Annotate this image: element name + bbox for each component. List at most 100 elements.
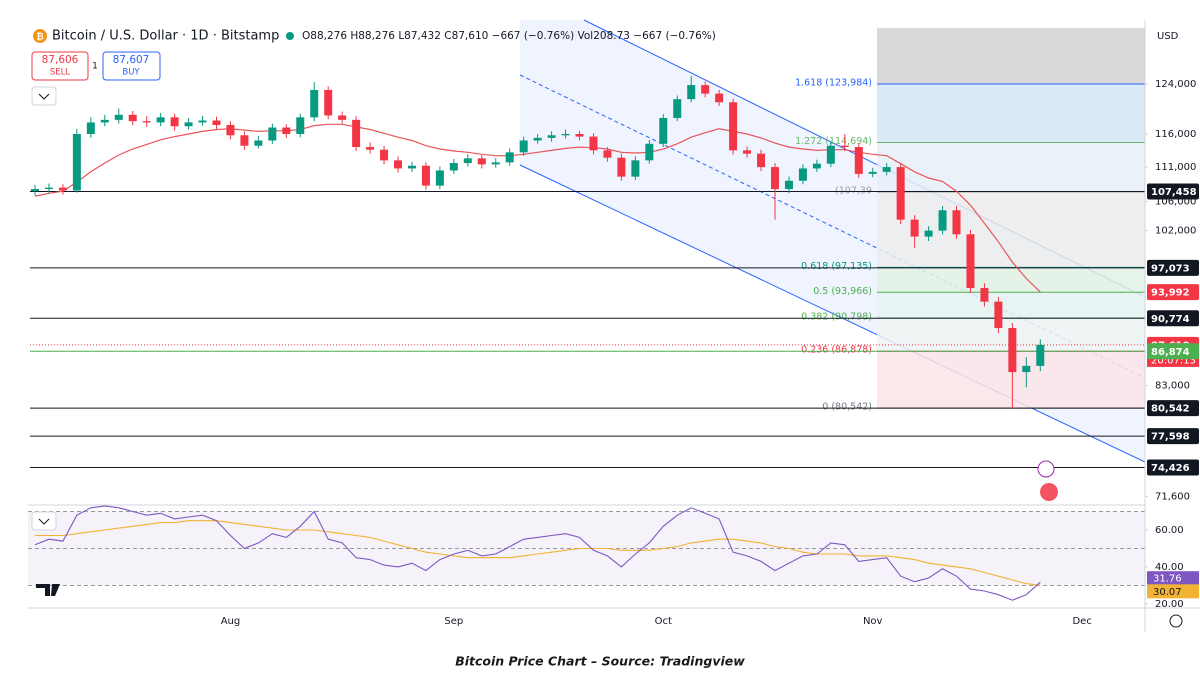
fib-label: 0.5 (93,966) (813, 286, 872, 297)
sell-button[interactable] (31, 51, 89, 81)
candle-body (198, 120, 207, 123)
candle-body (114, 114, 123, 120)
candle-body (729, 102, 738, 151)
candle-body (575, 133, 584, 137)
sell-label: SELL (50, 68, 71, 78)
candle-body (547, 135, 556, 138)
rsi-tick-label: 60.00 (1155, 525, 1184, 536)
collapse-icon (38, 93, 50, 100)
y-tick-label: 124,000 (1155, 79, 1196, 90)
candle-body (30, 189, 39, 192)
candle-body (882, 167, 891, 172)
fib-label: 0.618 (97,135) (801, 261, 872, 272)
candle-body (324, 89, 333, 116)
candle-body (226, 124, 235, 136)
quantity: 1 (92, 62, 98, 72)
buy-price: 87,607 (113, 54, 150, 66)
rsi-value-tag-bg (1147, 571, 1199, 586)
x-tick-label: Sep (444, 616, 463, 627)
candle-body (798, 168, 807, 181)
level-tag-bg (1147, 183, 1199, 200)
candle-body (966, 234, 975, 289)
x-tick-label: Aug (221, 616, 241, 627)
fib-zone (877, 292, 1145, 319)
bitcoin-icon (33, 29, 47, 43)
fib-zone (877, 142, 1145, 192)
rsi-value-tag: 30.07 (1153, 587, 1182, 598)
candle-body (784, 180, 793, 190)
level-tag-bg (1147, 400, 1199, 417)
candle-body (394, 160, 403, 169)
buy-button[interactable] (102, 51, 161, 81)
candle-body (310, 89, 319, 118)
candle-body (757, 153, 766, 168)
fib-label: 0.382 (90,798) (801, 312, 872, 323)
candle-body (673, 99, 682, 118)
candle-body (715, 93, 724, 103)
collapse-button[interactable] (31, 86, 57, 106)
y-tick-label: 83,000 (1155, 381, 1190, 392)
chart-layer: 1.618 (123,984) 1.272 (114,694) (107,39 0.6… (28, 28, 1199, 627)
candle-body (366, 147, 375, 150)
candle-body (254, 140, 263, 146)
fib-zone (877, 83, 1145, 143)
event-icon[interactable] (1037, 460, 1055, 478)
candle-body (380, 149, 389, 161)
fib-label: 1.272 (114,694) (795, 136, 872, 147)
rsi-line (35, 520, 1041, 586)
y-tick-label: 116,000 (1155, 129, 1196, 140)
level-tag-bg (1147, 428, 1199, 445)
rsi-collapse-button[interactable] (31, 511, 57, 531)
candle-body (435, 170, 444, 186)
candle-body (589, 136, 598, 151)
level-tag: 90,774 (1151, 314, 1190, 325)
candle-body (296, 117, 305, 134)
candle-body (645, 143, 654, 161)
green-level-tag-bg (1147, 343, 1199, 360)
candle-body (1036, 344, 1045, 366)
channel-lower (519, 164, 1146, 463)
candle-body (687, 85, 696, 100)
candle-body (631, 160, 640, 177)
candle-body (72, 133, 81, 191)
x-tick-label: Oct (655, 616, 672, 627)
economic-event-icon[interactable] (1040, 483, 1058, 501)
green-level-tag: 86,874 (1151, 347, 1190, 358)
candle-body (952, 210, 961, 235)
candle-body (463, 158, 472, 164)
rsi-collapse-icon (38, 518, 50, 525)
rsi-value-tag: 31.76 (1153, 574, 1182, 585)
candle-body (812, 163, 821, 169)
ema-tag-bg (1147, 284, 1199, 301)
candle-body (477, 158, 486, 165)
fib-label: 0 (80,542) (822, 402, 872, 413)
fib-zone (877, 28, 1145, 84)
market-status-dot (286, 32, 294, 40)
buy-label: BUY (122, 68, 140, 78)
y-tick-label: 111,000 (1155, 162, 1196, 173)
candle-body (449, 163, 458, 171)
candle-body (1008, 328, 1017, 373)
ohlc-readout: O88,276 H88,276 L87,432 C87,610 −667 (−0… (302, 30, 716, 42)
candle-body (519, 140, 528, 153)
candle-body (352, 119, 361, 148)
candle-body (1022, 365, 1031, 373)
candle-body (659, 117, 668, 144)
bitcoin-icon-glyph: ₿ (36, 32, 43, 43)
level-tag: 107,458 (1151, 187, 1197, 198)
candle-body (100, 119, 109, 123)
level-tag: 97,073 (1151, 263, 1190, 274)
candle-body (142, 121, 151, 123)
channel-middle (519, 74, 1146, 379)
x-tick-label: Dec (1072, 616, 1091, 627)
settings-icon[interactable] (1169, 614, 1183, 628)
candle-body (407, 165, 416, 169)
candle-body (58, 187, 67, 191)
candle-body (868, 171, 877, 174)
candle-body (170, 117, 179, 127)
candle-body (128, 114, 137, 122)
candle-body (994, 301, 1003, 329)
fib-label: (107,39 (835, 185, 872, 196)
